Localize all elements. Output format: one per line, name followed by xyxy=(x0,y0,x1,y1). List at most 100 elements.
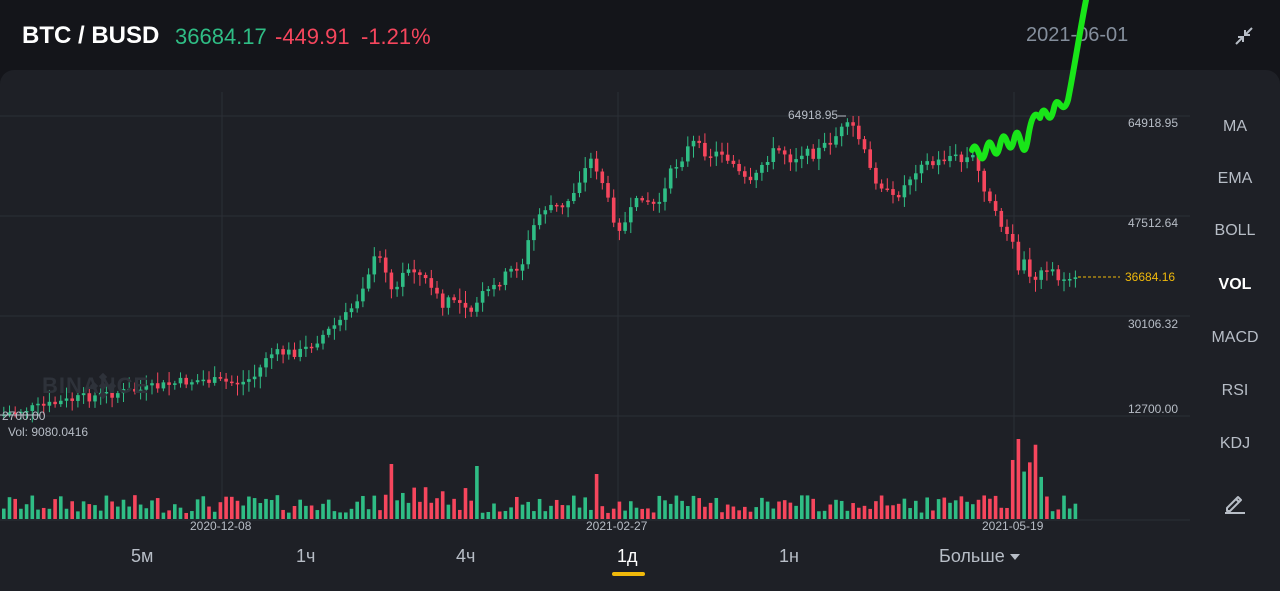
candle-body xyxy=(469,307,473,312)
volume-bar xyxy=(480,512,485,519)
volume-bar xyxy=(230,496,234,519)
candle-body xyxy=(1062,279,1066,281)
pencil-icon[interactable] xyxy=(1222,489,1248,515)
candle-body xyxy=(503,271,508,285)
candle-body xyxy=(395,286,399,290)
candle-body xyxy=(383,257,388,273)
volume-bar xyxy=(201,496,206,519)
candle-body xyxy=(902,185,907,198)
candle-body xyxy=(731,160,736,164)
candle-body xyxy=(948,155,952,162)
volume-bar xyxy=(81,501,86,519)
indicator-ema[interactable]: EMA xyxy=(1217,170,1253,187)
candle-body xyxy=(161,382,166,389)
volume-bar xyxy=(155,498,160,519)
candle-body xyxy=(526,240,530,265)
volume-bar xyxy=(515,496,519,519)
tab-4h[interactable]: 4ч xyxy=(456,546,476,566)
volume-bar xyxy=(1010,459,1015,519)
volume-bar xyxy=(617,501,622,519)
tab-1w[interactable]: 1н xyxy=(779,546,799,566)
candle-body xyxy=(1056,269,1061,281)
volume-bar xyxy=(874,501,878,519)
volume-bar xyxy=(458,509,462,519)
tab-1h[interactable]: 1ч xyxy=(296,546,316,566)
candle-body xyxy=(743,171,747,177)
volume-bar xyxy=(714,497,719,519)
collapse-arrows-icon[interactable] xyxy=(1232,24,1256,48)
volume-bar xyxy=(440,491,445,519)
candle-body xyxy=(993,201,998,211)
tab-1d[interactable]: 1д xyxy=(617,546,638,566)
candle-body xyxy=(36,403,40,406)
volume-bar xyxy=(395,500,399,519)
candle-body xyxy=(144,385,149,390)
volume-bar xyxy=(492,503,496,519)
candle-body xyxy=(167,382,171,385)
volume-bar xyxy=(611,508,616,519)
candle-body xyxy=(1010,233,1015,242)
indicator-vol[interactable]: VOL xyxy=(1218,276,1252,293)
volume-bar xyxy=(879,495,884,519)
volume-bar xyxy=(47,508,52,519)
candle-body xyxy=(309,346,314,349)
volume-bar xyxy=(765,501,770,519)
volume-bar xyxy=(594,474,599,519)
volume-bar xyxy=(446,504,451,519)
volume-bar xyxy=(429,502,434,519)
candle-body xyxy=(70,398,74,401)
volume-bar xyxy=(326,499,331,519)
candle-body xyxy=(1050,269,1055,272)
volume-bar xyxy=(634,507,639,519)
volume-bar xyxy=(800,495,804,519)
candle-body xyxy=(851,122,855,126)
tab-5m[interactable]: 5м xyxy=(131,546,154,566)
candle-body xyxy=(794,159,798,163)
volume-bar xyxy=(1016,439,1021,519)
indicator-ma[interactable]: MA xyxy=(1223,118,1247,135)
candle-body xyxy=(782,150,787,155)
volume-bar xyxy=(668,503,673,519)
candle-body xyxy=(332,325,337,329)
candle-body xyxy=(646,200,650,202)
indicator-macd[interactable]: MACD xyxy=(1211,329,1259,346)
candle-body xyxy=(64,398,69,401)
indicator-kdj[interactable]: KDJ xyxy=(1219,435,1251,452)
candle-body xyxy=(765,161,770,165)
candle-body xyxy=(606,183,610,198)
candle-body xyxy=(725,154,730,161)
candle-body xyxy=(480,291,485,303)
candle-body xyxy=(241,381,245,385)
volume-bar xyxy=(372,495,377,519)
candle-body xyxy=(617,222,622,231)
candle-body xyxy=(326,328,331,335)
chevron-down-icon xyxy=(1009,554,1020,561)
volume-bar xyxy=(583,497,587,519)
chart-canvas[interactable] xyxy=(0,70,1190,540)
volume-bar xyxy=(919,512,924,519)
indicator-boll[interactable]: BOLL xyxy=(1214,222,1256,239)
volume-bar xyxy=(520,504,525,519)
volume-bar xyxy=(554,499,559,519)
volume-bar xyxy=(822,510,827,519)
candle-body xyxy=(999,210,1004,227)
volume-bar xyxy=(543,511,548,519)
volume-bar xyxy=(401,492,405,519)
volume-bar xyxy=(19,508,23,519)
candle-body xyxy=(988,191,992,202)
volume-bar xyxy=(36,509,40,519)
candle-body xyxy=(13,412,17,415)
candle-body xyxy=(452,297,456,301)
candle-body xyxy=(218,377,223,379)
volume-bar xyxy=(304,505,308,519)
candle-body xyxy=(235,382,240,385)
tab-more[interactable]: Больше xyxy=(939,546,1020,567)
pair-title[interactable]: BTC / BUSD xyxy=(22,22,160,49)
candlestick-chart[interactable] xyxy=(0,70,1190,540)
indicator-rsi[interactable]: RSI xyxy=(1221,382,1249,399)
volume-bar xyxy=(691,495,696,519)
volume-bar xyxy=(338,512,342,519)
candle-body xyxy=(418,272,422,275)
volume-bar xyxy=(851,503,855,519)
candle-body xyxy=(53,401,57,405)
